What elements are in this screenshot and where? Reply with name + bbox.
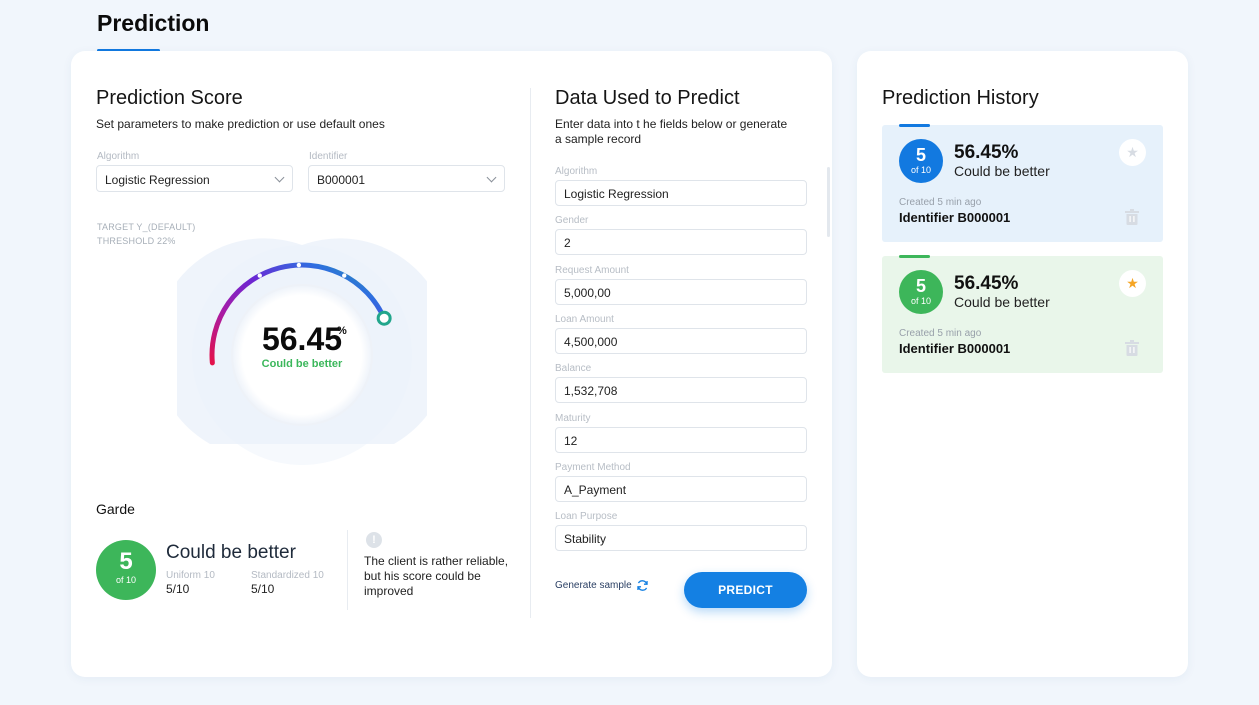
history-item-accent: [899, 124, 930, 127]
algorithm-select-value: Logistic Regression: [105, 173, 210, 187]
grade-badge: 5 of 10: [96, 540, 156, 600]
gauge-segment-gap: [342, 273, 347, 278]
history-score: 56.45%: [954, 273, 1019, 294]
trash-icon[interactable]: [1125, 340, 1139, 356]
threshold-line: THRESHOLD 22%: [97, 236, 176, 246]
field-input[interactable]: 5,000,00: [555, 278, 807, 305]
score-gauge: [177, 238, 427, 465]
standardized-label: Standardized 10: [251, 570, 324, 581]
trash-icon[interactable]: [1125, 209, 1139, 225]
field-input[interactable]: 2: [555, 229, 807, 256]
history-grade-of: of 10: [910, 296, 932, 306]
page-title: Prediction: [97, 10, 210, 36]
history-grade-badge: 5 of 10: [899, 270, 943, 314]
grade-value: 5: [119, 548, 133, 575]
data-subtitle: Enter data into t he fields below or gen…: [555, 117, 788, 146]
panel-divider: [530, 88, 531, 618]
field-input[interactable]: 4,500,000: [555, 327, 807, 354]
uniform-label: Uniform 10: [166, 570, 215, 581]
chevron-down-icon: [486, 172, 497, 183]
history-status: Could be better: [954, 163, 1050, 179]
algorithm-select[interactable]: Logistic Regression: [96, 165, 293, 192]
info-icon: !: [366, 532, 382, 548]
data-scrollbar[interactable]: [827, 167, 830, 237]
field-input[interactable]: A_Payment: [555, 475, 807, 502]
grade-of-text: of 10: [115, 575, 137, 585]
identifier-select[interactable]: B000001: [308, 165, 505, 192]
identifier-select-value: B000001: [317, 173, 366, 187]
gauge-knob: [376, 310, 392, 326]
identifier-label: Identifier: [309, 151, 348, 162]
gauge-center: [244, 297, 360, 413]
history-item[interactable]: 5 of 10 56.45% Could be better ★ Created…: [882, 255, 1163, 373]
history-created: Created 5 min ago: [899, 328, 982, 339]
history-grade-badge: 5 of 10: [899, 139, 943, 183]
gauge-segment-gap: [257, 273, 262, 278]
history-card: Prediction History 5 of 10 56.45% Could …: [857, 51, 1188, 677]
score-subtitle: Set parameters to make prediction or use…: [96, 117, 385, 131]
prediction-card: Prediction Score Set parameters to make …: [71, 51, 832, 677]
target-threshold-text: TARGET Y_(DEFAULT) THRESHOLD 22%: [97, 220, 195, 248]
history-created: Created 5 min ago: [899, 197, 982, 208]
field-input[interactable]: Logistic Regression: [555, 180, 807, 206]
field-input[interactable]: Stability: [555, 525, 807, 552]
target-line: TARGET Y_(DEFAULT): [97, 222, 196, 232]
field-input[interactable]: 1,532,708: [555, 377, 807, 404]
field-label: Algorithm: [555, 166, 598, 177]
algorithm-label: Algorithm: [97, 151, 140, 162]
generate-sample-link[interactable]: Generate sample: [555, 580, 632, 591]
chevron-down-icon: [274, 172, 285, 183]
grade-status: Could be better: [166, 542, 296, 563]
predict-button[interactable]: PREDICT: [684, 572, 807, 608]
score-value: 56.45: [261, 321, 343, 357]
page-title-underline: [97, 49, 160, 52]
history-item[interactable]: 5 of 10 56.45% Could be better ★ Created…: [882, 124, 1163, 242]
star-icon[interactable]: ★: [1119, 139, 1146, 166]
star-icon[interactable]: ★: [1119, 270, 1146, 297]
field-label: Balance: [555, 363, 592, 375]
refresh-icon[interactable]: [636, 579, 649, 592]
standardized-value: 5/10: [251, 582, 275, 596]
grade-info-text: The client is rather reliable, but his s…: [364, 554, 509, 598]
history-score: 56.45%: [954, 142, 1019, 163]
history-grade-of: of 10: [910, 165, 932, 175]
field-label: Maturity: [555, 412, 591, 424]
history-title: Prediction History: [882, 87, 1039, 109]
history-status: Could be better: [954, 294, 1050, 310]
score-status: Could be better: [261, 358, 343, 370]
history-identifier: Identifier B000001: [899, 210, 1011, 225]
history-identifier: Identifier B000001: [899, 341, 1011, 356]
gauge-arc: [209, 262, 387, 366]
field-input[interactable]: 12: [555, 426, 807, 453]
history-grade-value: 5: [915, 145, 926, 165]
grade-divider: [347, 530, 348, 610]
field-label: Gender: [555, 215, 589, 227]
field-label: Request Amount: [555, 264, 629, 276]
field-label: Payment Method: [555, 461, 631, 473]
history-item-accent: [899, 255, 930, 258]
field-label: Loan Amount: [555, 313, 614, 325]
history-grade-value: 5: [915, 276, 926, 296]
score-title: Prediction Score: [96, 87, 243, 109]
field-label: Loan Purpose: [555, 511, 618, 523]
data-title: Data Used to Predict: [555, 87, 740, 109]
gauge-segment-gap: [296, 262, 302, 268]
grade-title: Garde: [96, 501, 135, 517]
uniform-value: 5/10: [166, 582, 190, 596]
score-percent-sign: %: [337, 325, 347, 337]
